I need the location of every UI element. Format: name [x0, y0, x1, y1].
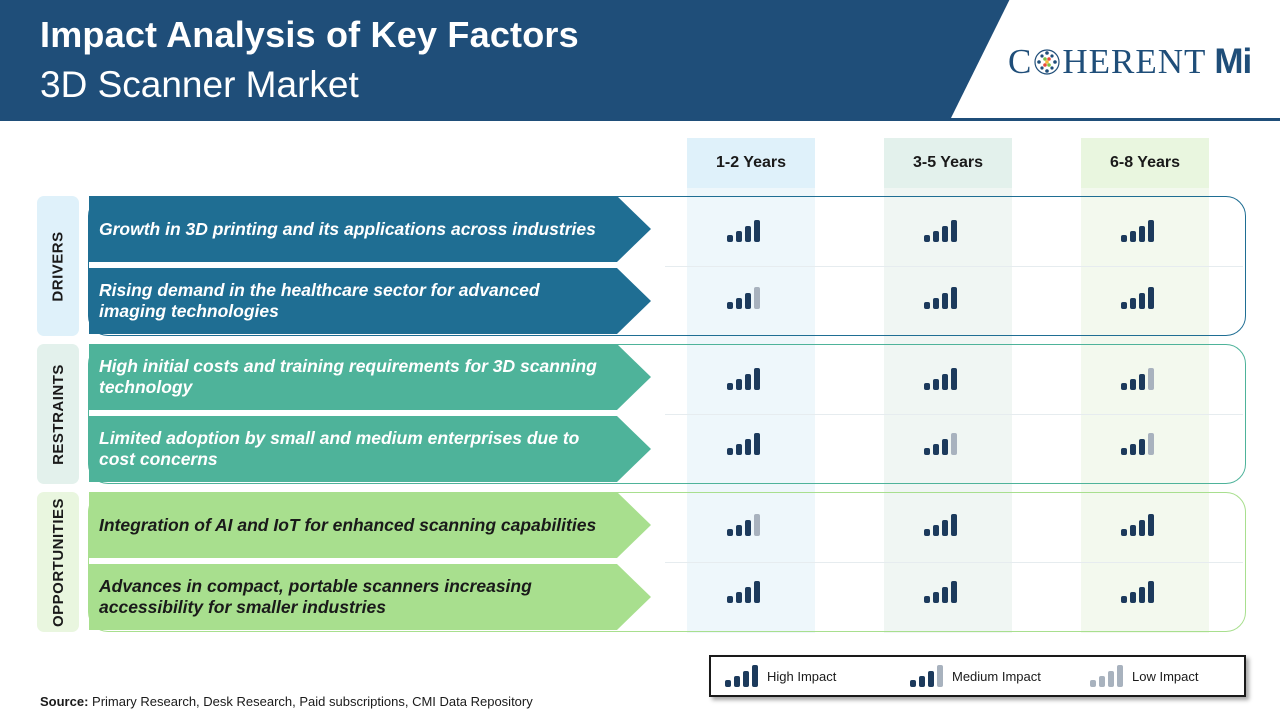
column-header-3-5-years: 3-5 Years [884, 138, 1012, 188]
medium-impact-icon [1121, 433, 1157, 455]
source-label: Source: [40, 694, 89, 709]
header-divider [0, 118, 1280, 121]
column-header-1-2-years: 1-2 Years [687, 138, 815, 188]
row-separator [665, 266, 1243, 267]
column-shade-3 [1081, 188, 1209, 633]
restraints-tab: RESTRAINTS [37, 344, 79, 484]
row-separator [665, 562, 1243, 563]
column-shade-2 [884, 188, 1012, 633]
source-note: Source: Primary Research, Desk Research,… [40, 694, 533, 709]
legend-medium-label: Medium Impact [952, 668, 1041, 684]
high-impact-icon [924, 368, 960, 390]
row-separator [665, 414, 1243, 415]
medium-impact-icon [727, 514, 763, 536]
high-impact-icon [727, 220, 763, 242]
high-impact-icon [1121, 220, 1157, 242]
high-impact-icon [1121, 287, 1157, 309]
opportunities-tab: OPPORTUNITIES [37, 492, 79, 632]
column-shade-1 [687, 188, 815, 633]
logo-letter-c: C [1008, 42, 1033, 81]
brand-logo: C HERENT Mi [1008, 42, 1252, 82]
logo-globe-icon [1034, 49, 1060, 75]
drivers-frame [88, 196, 1246, 336]
factor-opportunity-2: Advances in compact, portable scanners i… [89, 564, 651, 630]
high-impact-icon [727, 581, 763, 603]
legend: High Impact Medium Impact Low Impact [709, 655, 1246, 697]
drivers-tab: DRIVERS [37, 196, 79, 336]
column-header-6-8-years: 6-8 Years [1081, 138, 1209, 188]
high-impact-icon [924, 581, 960, 603]
high-impact-icon [924, 220, 960, 242]
factor-restraint-1: High initial costs and training requirem… [89, 344, 651, 410]
factor-driver-2: Rising demand in the healthcare sector f… [89, 268, 651, 334]
legend-high-label: High Impact [767, 668, 837, 684]
drivers-label: DRIVERS [49, 230, 67, 302]
high-impact-icon [725, 665, 761, 687]
high-impact-icon [1121, 581, 1157, 603]
factor-restraint-2: Limited adoption by small and medium ent… [89, 416, 651, 482]
legend-high: High Impact [725, 657, 836, 695]
restraints-label: RESTRAINTS [49, 363, 67, 465]
source-text: Primary Research, Desk Research, Paid su… [92, 694, 533, 709]
medium-impact-icon [924, 433, 960, 455]
high-impact-icon [727, 368, 763, 390]
high-impact-icon [924, 287, 960, 309]
medium-impact-icon [727, 287, 763, 309]
legend-medium: Medium Impact [910, 657, 1041, 695]
medium-impact-icon [910, 665, 946, 687]
medium-impact-icon [1121, 368, 1157, 390]
page-title: Impact Analysis of Key Factors [40, 14, 579, 55]
legend-low: Low Impact [1090, 657, 1198, 695]
high-impact-icon [924, 514, 960, 536]
factor-opportunity-1: Integration of AI and IoT for enhanced s… [89, 492, 651, 558]
high-impact-icon [1121, 514, 1157, 536]
high-impact-icon [727, 433, 763, 455]
logo-panel [950, 0, 1280, 120]
logo-letters: HERENT [1062, 42, 1207, 81]
logo-suffix: Mi [1214, 42, 1252, 81]
factor-driver-1: Growth in 3D printing and its applicatio… [89, 196, 651, 262]
opportunities-frame [88, 492, 1246, 632]
page-subtitle: 3D Scanner Market [40, 64, 359, 105]
opportunities-label: OPPORTUNITIES [49, 497, 67, 627]
low-impact-icon [1090, 665, 1126, 687]
restraints-frame [88, 344, 1246, 484]
legend-low-label: Low Impact [1132, 668, 1199, 684]
